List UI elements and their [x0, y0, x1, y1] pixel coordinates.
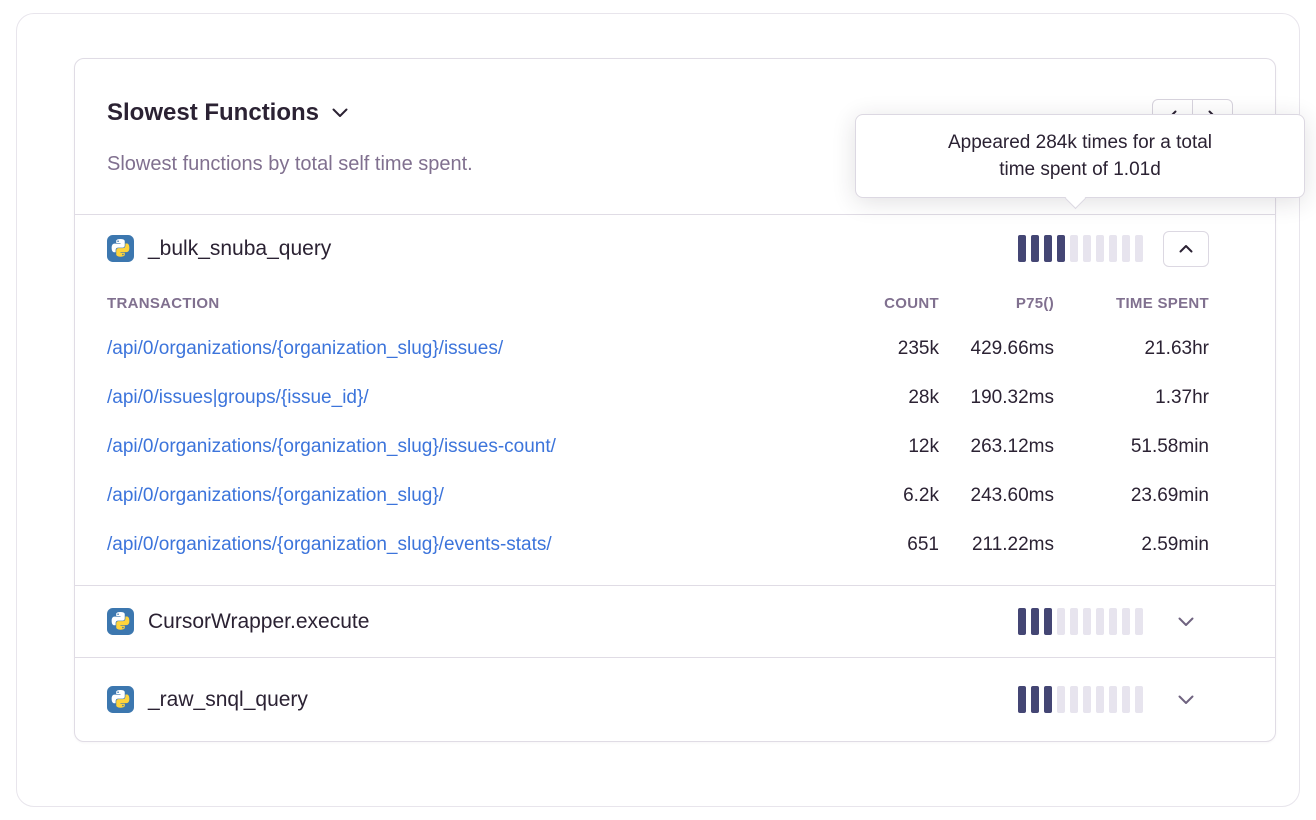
sparkline-bar-empty — [1135, 608, 1143, 635]
frequency-sparkline[interactable] — [1018, 235, 1143, 262]
sparkline-bar-empty — [1070, 686, 1078, 713]
transaction-link[interactable]: /api/0/organizations/{organization_slug}… — [107, 337, 504, 359]
transaction-link[interactable]: /api/0/issues|groups/{issue_id}/ — [107, 386, 369, 408]
sparkline-bar-filled — [1018, 235, 1026, 262]
chevron-down-icon — [1178, 695, 1194, 704]
column-header-count: COUNT — [884, 294, 939, 312]
sparkline-bar-filled — [1018, 686, 1026, 713]
expand-slot — [1163, 682, 1209, 718]
frequency-sparkline[interactable] — [1018, 686, 1143, 713]
function-row: _raw_snql_query — [75, 657, 1275, 741]
sparkline-bar-empty — [1122, 686, 1130, 713]
function-name: CursorWrapper.execute — [148, 609, 370, 633]
frequency-sparkline[interactable] — [1018, 608, 1143, 635]
table-row: /api/0/organizations/{organization_slug}… — [107, 324, 1209, 373]
time-spent-value: 1.37hr — [1155, 386, 1209, 408]
sparkline-tooltip: Appeared 284k times for a total time spe… — [855, 114, 1305, 209]
p75-value: 263.12ms — [970, 435, 1054, 457]
time-spent-value: 51.58min — [1130, 435, 1209, 457]
transaction-link[interactable]: /api/0/organizations/{organization_slug}… — [107, 484, 444, 506]
p75-value: 429.66ms — [970, 337, 1054, 359]
sparkline-bar-empty — [1096, 608, 1104, 635]
p75-value: 243.60ms — [970, 484, 1054, 506]
panel-subtitle: Slowest functions by total self time spe… — [107, 153, 473, 175]
function-name: _bulk_snuba_query — [148, 236, 332, 260]
count-value: 6.2k — [903, 484, 939, 506]
python-icon — [107, 235, 134, 262]
sparkline-bar-filled — [1057, 235, 1065, 262]
transaction-link[interactable]: /api/0/organizations/{organization_slug}… — [107, 435, 556, 457]
sparkline-bar-empty — [1096, 686, 1104, 713]
sparkline-bar-filled — [1031, 608, 1039, 635]
sparkline-bar-empty — [1057, 686, 1065, 713]
table-header-row: TRANSACTION COUNT P75() TIME SPENT — [107, 282, 1209, 324]
sparkline-bar-filled — [1044, 686, 1052, 713]
sparkline-bar-empty — [1109, 686, 1117, 713]
sparkline-bar-empty — [1083, 235, 1091, 262]
sparkline-bar-empty — [1135, 686, 1143, 713]
table-row: /api/0/organizations/{organization_slug}… — [107, 471, 1209, 520]
sparkline-bar-empty — [1109, 235, 1117, 262]
tooltip-text-line: time spent of 1.01d — [999, 159, 1161, 180]
sparkline-bar-empty — [1135, 235, 1143, 262]
chevron-down-icon — [1178, 617, 1194, 626]
sparkline-bar-filled — [1044, 235, 1052, 262]
function-name: _raw_snql_query — [148, 687, 308, 711]
chevron-up-icon — [1179, 245, 1193, 253]
table-row: /api/0/organizations/{organization_slug}… — [107, 520, 1209, 569]
p75-value: 211.22ms — [971, 533, 1054, 555]
sparkline-bar-empty — [1083, 608, 1091, 635]
transaction-link[interactable]: /api/0/organizations/{organization_slug}… — [107, 533, 552, 555]
time-spent-value: 21.63hr — [1144, 337, 1209, 359]
panel-title: Slowest Functions — [107, 99, 320, 126]
sparkline-bar-filled — [1031, 686, 1039, 713]
column-header-p75: P75() — [1015, 294, 1054, 312]
expand-slot — [1163, 604, 1209, 640]
panel-title-dropdown[interactable]: Slowest Functions — [107, 99, 348, 127]
sparkline-bar-empty — [1109, 608, 1117, 635]
sparkline-bar-empty — [1122, 235, 1130, 262]
sparkline-bar-filled — [1031, 235, 1039, 262]
sparkline-bar-empty — [1096, 235, 1104, 262]
table-row: /api/0/issues|groups/{issue_id}/ 28k 190… — [107, 373, 1209, 422]
time-spent-value: 2.59min — [1141, 533, 1209, 555]
sparkline-bar-empty — [1070, 235, 1078, 262]
collapse-function-button[interactable] — [1163, 230, 1209, 267]
count-value: 28k — [908, 386, 939, 408]
transactions-table: TRANSACTION COUNT P75() TIME SPENT /api/… — [75, 282, 1275, 585]
expand-slot — [1163, 230, 1209, 267]
expand-function-button[interactable] — [1163, 604, 1209, 640]
count-value: 12k — [908, 435, 939, 457]
sparkline-bar-empty — [1122, 608, 1130, 635]
column-header-transaction: TRANSACTION — [107, 294, 220, 312]
count-value: 235k — [897, 337, 939, 359]
tooltip-text-line: Appeared 284k times for a total — [947, 132, 1213, 153]
sparkline-bar-empty — [1083, 686, 1091, 713]
sparkline-bar-empty — [1070, 608, 1078, 635]
python-icon — [107, 608, 134, 635]
chevron-down-icon — [332, 108, 348, 117]
count-value: 651 — [907, 533, 939, 555]
sparkline-bar-empty — [1057, 608, 1065, 635]
sparkline-bar-filled — [1018, 608, 1026, 635]
expand-function-button[interactable] — [1163, 682, 1209, 718]
python-icon — [107, 686, 134, 713]
p75-value: 190.32ms — [970, 386, 1054, 408]
time-spent-value: 23.69min — [1130, 484, 1209, 506]
page-frame: Slowest Functions Slowest functions by t… — [16, 13, 1305, 807]
function-row: _bulk_snuba_query — [75, 215, 1275, 282]
sparkline-bar-filled — [1044, 608, 1052, 635]
table-row: /api/0/organizations/{organization_slug}… — [107, 422, 1209, 471]
function-row: CursorWrapper.execute — [75, 585, 1275, 657]
column-header-time-spent: TIME SPENT — [1115, 294, 1209, 312]
